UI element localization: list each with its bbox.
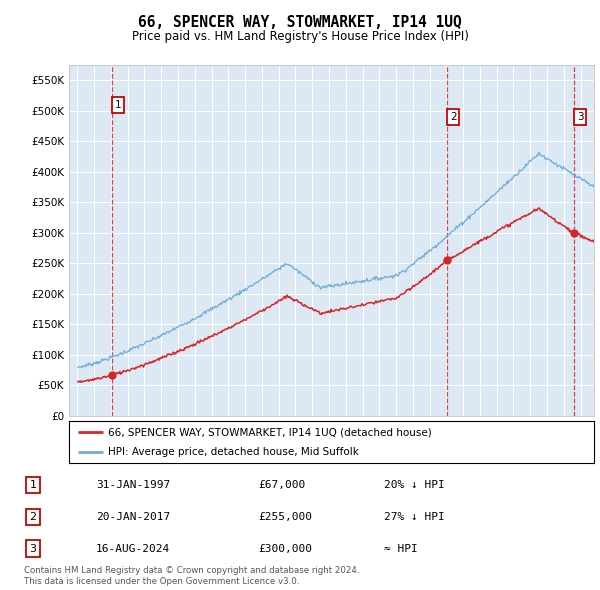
- Text: 16-AUG-2024: 16-AUG-2024: [96, 543, 170, 553]
- Text: 66, SPENCER WAY, STOWMARKET, IP14 1UQ: 66, SPENCER WAY, STOWMARKET, IP14 1UQ: [138, 15, 462, 30]
- Text: 27% ↓ HPI: 27% ↓ HPI: [384, 512, 445, 522]
- Text: 1: 1: [29, 480, 37, 490]
- Text: 2: 2: [450, 112, 457, 122]
- Text: 20-JAN-2017: 20-JAN-2017: [96, 512, 170, 522]
- Text: 66, SPENCER WAY, STOWMARKET, IP14 1UQ (detached house): 66, SPENCER WAY, STOWMARKET, IP14 1UQ (d…: [109, 427, 432, 437]
- Text: ≈ HPI: ≈ HPI: [384, 543, 418, 553]
- Text: 3: 3: [577, 112, 583, 122]
- Text: £255,000: £255,000: [258, 512, 312, 522]
- Text: Price paid vs. HM Land Registry's House Price Index (HPI): Price paid vs. HM Land Registry's House …: [131, 30, 469, 43]
- Text: £300,000: £300,000: [258, 543, 312, 553]
- Text: 1: 1: [115, 100, 121, 110]
- Text: £67,000: £67,000: [258, 480, 305, 490]
- Text: HPI: Average price, detached house, Mid Suffolk: HPI: Average price, detached house, Mid …: [109, 447, 359, 457]
- Text: Contains HM Land Registry data © Crown copyright and database right 2024.: Contains HM Land Registry data © Crown c…: [24, 566, 359, 575]
- Text: 2: 2: [29, 512, 37, 522]
- Text: 31-JAN-1997: 31-JAN-1997: [96, 480, 170, 490]
- Text: 3: 3: [29, 543, 37, 553]
- Text: 20% ↓ HPI: 20% ↓ HPI: [384, 480, 445, 490]
- Text: This data is licensed under the Open Government Licence v3.0.: This data is licensed under the Open Gov…: [24, 577, 299, 586]
